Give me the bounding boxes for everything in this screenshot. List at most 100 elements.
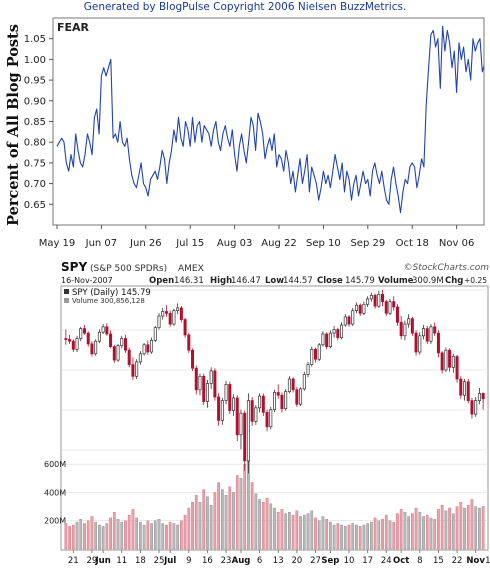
spy-x-tick-label: 29 <box>87 556 98 566</box>
volume-bar <box>179 520 183 550</box>
volume-label: Volume <box>378 276 414 286</box>
volume-bar <box>466 505 470 550</box>
blog-y-tick-label: 1.05 <box>24 34 46 45</box>
volume-bar <box>332 524 336 550</box>
volume-bar <box>228 486 232 550</box>
volume-bar <box>451 513 455 550</box>
candle-body <box>343 316 347 326</box>
spy-symbol: SPY <box>61 260 87 274</box>
blog-x-tick-label: Jul 15 <box>175 238 204 249</box>
volume-bar <box>127 514 131 550</box>
volume-bar <box>112 512 116 550</box>
volume-bar <box>444 510 448 550</box>
blog-y-tick-label: 0.75 <box>24 158 46 169</box>
candle-body <box>381 294 385 302</box>
candle-body <box>109 333 113 347</box>
volume-bar <box>261 502 265 550</box>
volume-bar <box>124 520 127 550</box>
volume-bar <box>422 516 425 550</box>
candle-body <box>470 400 474 415</box>
volume-bar <box>198 502 202 550</box>
spy-x-tick-label: 11 <box>116 556 127 566</box>
volume-bar <box>157 519 161 550</box>
high-label: High <box>210 276 232 286</box>
candle-body <box>112 346 116 361</box>
candle-body <box>354 304 358 311</box>
stockcharts-watermark: ©StockCharts.com <box>404 263 490 273</box>
volume-bar <box>194 495 198 550</box>
volume-bar <box>232 492 235 550</box>
volume-bar <box>235 475 239 550</box>
candle-body <box>220 400 224 421</box>
volume-bar <box>258 499 261 550</box>
candle-body <box>105 326 109 335</box>
volume-bar <box>370 521 373 550</box>
volume-bar <box>116 519 120 550</box>
candle-body <box>433 326 437 334</box>
volume-bar <box>64 523 68 550</box>
spy-x-tick-label: 18 <box>135 556 146 566</box>
candle-body <box>94 340 98 355</box>
candle-body <box>474 400 478 415</box>
volume-bar <box>284 513 288 550</box>
volume-bar <box>187 507 191 550</box>
candle-body <box>328 332 332 347</box>
blog-chart: FEAR Percent of All Blog Posts 0.650.700… <box>5 17 485 249</box>
spy-chart: SPY (S&P 500 SPDRs) AMEX ©StockCharts.co… <box>44 260 490 566</box>
candle-body <box>213 370 217 398</box>
volume-bar <box>306 513 310 550</box>
high-value: 146.47 <box>231 276 261 286</box>
spy-x-tick-label: Jun <box>94 556 110 566</box>
candle-body <box>75 338 79 350</box>
candle-body <box>64 338 68 340</box>
volume-bar <box>481 506 485 550</box>
volume-bar <box>366 523 369 550</box>
candle-body <box>146 344 150 353</box>
volume-tick-label: 600M <box>44 460 66 469</box>
volume-bar <box>329 521 332 550</box>
candle-body <box>176 307 180 311</box>
candle-body <box>168 312 172 325</box>
candle-body <box>463 381 467 396</box>
volume-bar <box>172 523 176 550</box>
candle-body <box>459 378 463 396</box>
candle-body <box>86 332 90 345</box>
volume-bar <box>299 516 302 550</box>
volume-bar <box>288 512 291 550</box>
candle-body <box>366 298 370 305</box>
volume-bar <box>90 516 94 550</box>
blog-x-tick-label: Jun 26 <box>129 238 162 249</box>
candle-body <box>317 344 321 360</box>
candle-body <box>202 375 206 402</box>
volume-bar <box>407 516 410 550</box>
volume-bar <box>273 507 276 550</box>
volume-bar <box>399 509 403 550</box>
credit-text: Generated by BlogPulse Copyright 2006 Ni… <box>84 1 407 13</box>
candle-body <box>422 328 426 337</box>
candle-body <box>280 394 284 410</box>
volume-bar <box>373 517 377 550</box>
candle-body <box>127 349 131 365</box>
volume-bar <box>343 526 347 550</box>
candle-body <box>269 409 273 428</box>
spy-x-tick-label: Sep <box>321 556 339 566</box>
candle-body <box>477 393 481 401</box>
volume-bar <box>276 512 280 550</box>
volume-bar <box>168 521 172 550</box>
candle-body <box>373 294 377 307</box>
volume-bar <box>347 524 351 550</box>
volume-bar <box>68 526 71 550</box>
candle-body <box>444 349 448 371</box>
candle-body <box>399 321 403 337</box>
volume-bar <box>139 521 142 550</box>
volume-bar <box>381 519 384 550</box>
blog-x-tick-label: Oct 18 <box>396 238 429 249</box>
spy-x-tick-label: 17 <box>362 556 373 566</box>
volume-bar <box>437 509 440 550</box>
volume-bar <box>351 523 355 550</box>
candle-body <box>191 349 195 369</box>
blog-x-tick-label: Sep 10 <box>306 238 341 249</box>
low-label: Low <box>265 276 284 286</box>
volume-bar <box>206 496 209 550</box>
